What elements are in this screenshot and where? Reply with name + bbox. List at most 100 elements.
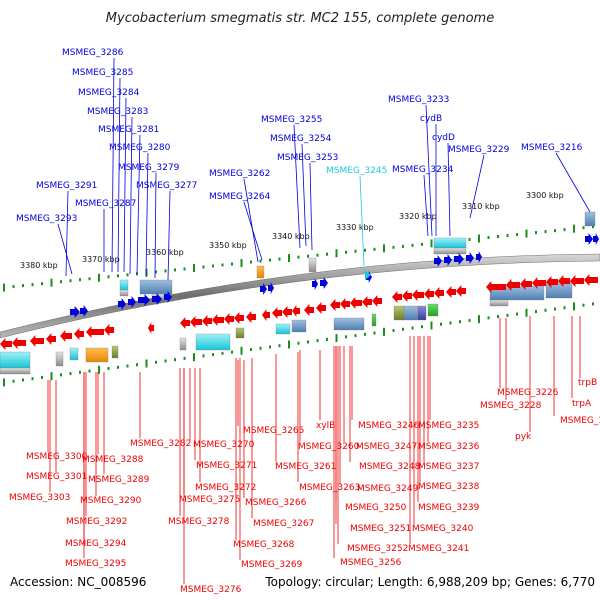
reverse-gene-arrow [180, 317, 190, 329]
reverse-gene-arrow [424, 288, 434, 300]
scale-tick [573, 302, 575, 311]
reverse-gene-arrow [532, 277, 546, 289]
forward-gene-arrow [70, 306, 80, 318]
forward-label-callout [423, 174, 429, 237]
reverse-gene-label: MSMEG_3239 [418, 503, 480, 513]
forward-gene-arrow [80, 305, 88, 317]
scale-label: 3360 kbp [146, 248, 184, 257]
forward-gene-label: MSMEG_3277 [136, 181, 197, 191]
scale-tick [136, 363, 138, 367]
reverse-gene-label: MSMEG_3265 [243, 426, 304, 436]
genome-backbone [0, 253, 600, 339]
scale-tick [440, 322, 442, 326]
gene-labels: MSMEG_3286 MSMEG_3285 MSMEG_3284 MSMEG_3283… [9, 48, 600, 595]
protein-domain-block [0, 351, 31, 369]
forward-label-callout [309, 162, 313, 251]
forward-gene-label: MSMEG_3286 [62, 48, 124, 58]
scale-tick [221, 351, 224, 355]
scale-tick [373, 331, 376, 335]
scale-tick [468, 237, 471, 241]
scale-tick [554, 229, 556, 233]
scale-tick [183, 356, 186, 360]
reverse-gene-arrow [246, 311, 256, 323]
scale-tick [544, 308, 547, 312]
reverse-gene-label: pyk [515, 432, 532, 442]
protein-domain-blocks [0, 211, 596, 375]
scale-tick [497, 235, 499, 239]
protein-domain-block [275, 323, 291, 335]
forward-gene-arrow [118, 298, 126, 310]
scale-tick [430, 321, 433, 330]
scale-label: 3320 kbp [399, 212, 437, 221]
reverse-gene-arrow [486, 281, 506, 293]
scale-tick [525, 229, 528, 238]
scale-tick [506, 313, 509, 317]
protein-domain-block [179, 337, 187, 351]
reverse-gene-label: MSMEG_3247 [356, 442, 417, 452]
scale-tick [563, 228, 566, 232]
protein-domain-block [55, 351, 64, 367]
forward-gene-label: MSMEG_3262 [209, 169, 270, 179]
scale-tick [126, 273, 129, 277]
protein-domain-block [119, 289, 129, 297]
scale-tick [516, 233, 518, 237]
label-callout-lines [47, 57, 591, 584]
forward-gene-arrow [128, 296, 136, 308]
scale-tick [487, 236, 490, 240]
scale-label: 3310 kbp [462, 202, 500, 211]
scale-tick [354, 249, 357, 253]
forward-gene-label: MSMEG_3279 [118, 163, 180, 173]
scale-tick [316, 339, 319, 343]
scale-tick [582, 226, 585, 230]
reverse-gene-arrow [506, 279, 520, 291]
forward-label-callout [243, 178, 259, 263]
reverse-gene-label: xylB [316, 421, 335, 431]
reverse-gene-arrow [86, 326, 104, 338]
scale-tick [193, 353, 195, 362]
scale-tick [421, 242, 423, 246]
reverse-gene-label: MSMEG_3301 [26, 472, 87, 482]
scale-tick [31, 377, 34, 381]
forward-gene-arrow [320, 277, 328, 289]
scale-tick [468, 318, 471, 322]
scale-tick [126, 364, 129, 368]
scale-tick [212, 353, 214, 357]
scale-tick [297, 341, 300, 345]
reverse-gene-label: MSMEG_3295 [65, 559, 126, 569]
scale-tick [326, 252, 328, 256]
scale-tick [174, 358, 176, 362]
reverse-gene-arrow [362, 296, 372, 308]
scale-tick [307, 254, 309, 258]
reverse-gene-label: MSMEG_3270 [193, 440, 255, 450]
protein-domain-block [427, 303, 439, 317]
scale-tick [50, 372, 53, 381]
scale-tick [478, 234, 480, 243]
forward-gene-arrow [152, 293, 162, 305]
reverse-gene-arrow [456, 285, 466, 297]
scale-tick [364, 248, 366, 252]
forward-label-callout [145, 152, 149, 277]
scale-tick [307, 340, 309, 344]
scale-tick [240, 346, 243, 355]
reverse-gene-label: MSMEG_3249 [357, 484, 419, 494]
protein-domain-block [489, 299, 509, 307]
forward-gene-label: MSMEG_3254 [270, 134, 332, 144]
reverse-gene-label: MSMEG_3240 [412, 524, 474, 534]
forward-gene-arrow [434, 255, 442, 267]
scale-tick [259, 259, 262, 263]
protein-domain-block [85, 347, 109, 363]
scale-tick [373, 247, 376, 251]
scale-tick [402, 327, 404, 331]
scale-tick [3, 378, 5, 387]
scale-label: 3380 kbp [20, 261, 58, 270]
forward-label-callout [65, 190, 69, 277]
scale-tick [449, 321, 452, 325]
reverse-gene-label: MSMEG_3267 [253, 519, 314, 529]
reverse-gene-label: MSMEG_3251 [350, 524, 411, 534]
reverse-gene-arrow [546, 276, 558, 288]
scale-tick [250, 260, 252, 264]
reverse-gene-arrow [0, 338, 12, 350]
scale-tick [98, 365, 100, 374]
forward-gene-label: cydD [432, 133, 455, 143]
reverse-gene-arrow [202, 315, 212, 327]
